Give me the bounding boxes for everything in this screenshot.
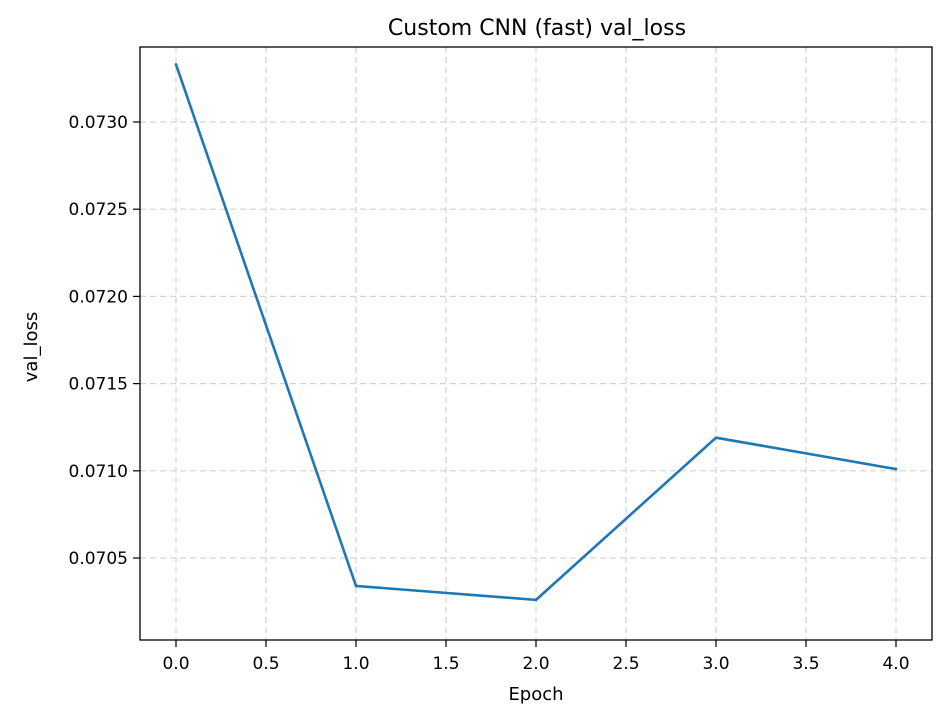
- y-tick-label: 0.0710: [69, 462, 128, 482]
- data-point: [354, 584, 358, 588]
- chart-title: Custom CNN (fast) val_loss: [388, 16, 686, 41]
- x-tick-label: 3.5: [792, 654, 819, 674]
- x-tick-label: 3.0: [702, 654, 729, 674]
- x-tick-label: 1.5: [432, 654, 459, 674]
- x-tick-label: 2.0: [522, 654, 549, 674]
- y-tick-label: 0.0705: [69, 549, 128, 569]
- ticks-layer: 0.0 0.5 1.0 1.5 2.0 2.5 3.0 3.5 4.0 0.0705 0.0710 0…: [69, 113, 910, 674]
- x-tick-label: 2.5: [612, 654, 639, 674]
- y-axis-label: val_loss: [21, 312, 42, 382]
- data-point: [534, 598, 538, 602]
- y-tick-label: 0.0730: [69, 113, 128, 133]
- x-tick-label: 4.0: [882, 654, 909, 674]
- y-tick-label: 0.0720: [69, 287, 128, 307]
- y-tick-label: 0.0725: [69, 200, 128, 220]
- data-point: [894, 467, 898, 471]
- y-tick-label: 0.0715: [69, 375, 128, 395]
- x-axis-label: Epoch: [508, 684, 563, 705]
- data-point: [714, 436, 718, 439]
- grid-lines: [140, 47, 932, 640]
- data-point: [174, 63, 178, 66]
- series-layer: [174, 63, 898, 602]
- x-tick-label: 0.5: [252, 654, 279, 674]
- x-tick-label: 1.0: [342, 654, 369, 674]
- x-tick-label: 0.0: [162, 654, 189, 674]
